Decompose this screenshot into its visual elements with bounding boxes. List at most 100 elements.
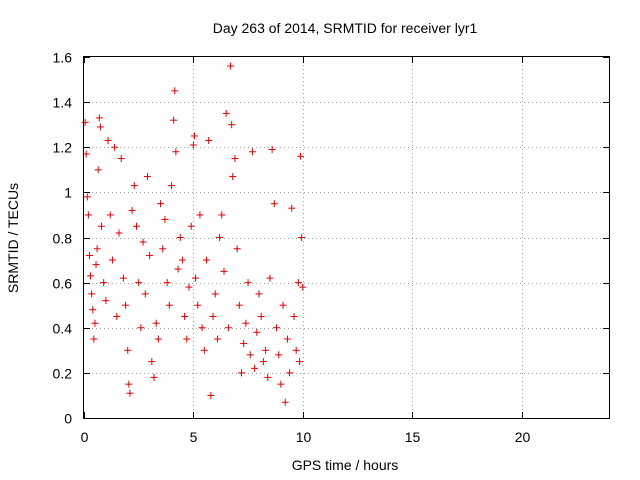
- data-point: [163, 279, 171, 287]
- data-point: [187, 222, 195, 230]
- data-point: [154, 335, 162, 343]
- y-tick-label: 0.6: [53, 276, 73, 292]
- tick-labels: 0 5 10 15 20 0 0.2 0.4 0.6 0.8 1 1.2 1.4 1.6: [53, 50, 531, 446]
- y-tick-label: 0.4: [53, 321, 73, 337]
- data-point: [190, 132, 198, 140]
- x-tick-label: 15: [405, 429, 421, 445]
- chart-title: Day 263 of 2014, SRMTID for receiver lyr…: [213, 20, 478, 36]
- data-point: [262, 346, 270, 354]
- y-tick-label: 1.2: [53, 140, 73, 156]
- data-point: [165, 301, 173, 309]
- y-tick-label: 0.2: [53, 366, 73, 382]
- data-point: [194, 301, 202, 309]
- data-point: [133, 222, 140, 230]
- data-point: [203, 256, 210, 264]
- y-tick-label: 1.4: [53, 95, 73, 111]
- data-point: [89, 306, 97, 314]
- data-point: [159, 245, 167, 253]
- data-point: [270, 200, 278, 208]
- data-point: [104, 136, 112, 144]
- data-point: [224, 324, 232, 332]
- data-point: [192, 274, 200, 282]
- data-point: [170, 116, 178, 124]
- x-tick-label: 0: [81, 429, 89, 445]
- data-point: [242, 319, 250, 327]
- data-point: [152, 319, 160, 327]
- data-point: [146, 252, 154, 260]
- data-point: [299, 283, 307, 291]
- data-point: [171, 87, 179, 95]
- data-point: [222, 109, 230, 117]
- data-point: [161, 215, 169, 223]
- data-point: [292, 346, 300, 354]
- data-point: [135, 279, 143, 287]
- data-point: [211, 290, 219, 298]
- data-point: [126, 389, 134, 397]
- y-axis-label: SRMTID / TECUs: [5, 183, 21, 293]
- data-point: [172, 148, 180, 156]
- data-point: [96, 123, 104, 131]
- data-point: [286, 369, 294, 377]
- data-point: [220, 267, 228, 275]
- data-point: [102, 297, 110, 305]
- data-point: [113, 312, 121, 320]
- data-point: [90, 335, 98, 343]
- data-point: [115, 229, 123, 237]
- data-point: [253, 328, 261, 336]
- data-point: [141, 290, 149, 298]
- y-tick-label: 1.6: [53, 50, 73, 66]
- data-point: [281, 398, 289, 406]
- data-point: [216, 234, 224, 241]
- data-point: [246, 351, 254, 359]
- data-point: [298, 234, 306, 241]
- data-point: [98, 222, 105, 230]
- data-point: [181, 312, 189, 320]
- data-point: [128, 206, 136, 214]
- x-tick-label: 10: [296, 429, 312, 445]
- data-point: [94, 166, 102, 174]
- data-point: [297, 152, 305, 160]
- data-point: [229, 173, 237, 181]
- data-point: [85, 252, 93, 260]
- data-point: [209, 312, 217, 320]
- y-tick-label: 0.8: [53, 231, 73, 247]
- data-point: [273, 324, 280, 332]
- data-point: [88, 290, 96, 298]
- data-point: [183, 335, 191, 343]
- data-point: [244, 279, 252, 287]
- data-point: [108, 256, 116, 264]
- data-point: [205, 136, 213, 144]
- data-point: [174, 265, 182, 273]
- data-point: [295, 358, 303, 366]
- data-point: [185, 283, 193, 291]
- data-point: [218, 211, 226, 219]
- data-point: [255, 290, 263, 298]
- data-point: [87, 272, 95, 280]
- data-point: [283, 335, 291, 343]
- data-point: [231, 155, 239, 163]
- data-point: [259, 358, 267, 366]
- data-point: [83, 193, 91, 201]
- data-point: [264, 373, 272, 381]
- data-point: [275, 351, 283, 359]
- data-point: [248, 148, 256, 156]
- data-point: [290, 312, 298, 320]
- data-point: [122, 301, 130, 309]
- data-point: [92, 261, 100, 269]
- data-point: [168, 182, 175, 190]
- y-tick-label: 0: [64, 411, 72, 427]
- data-point: [268, 146, 276, 154]
- data-point: [91, 319, 99, 327]
- x-tick-label: 5: [190, 429, 198, 445]
- data-point: [266, 274, 274, 282]
- data-point: [150, 373, 158, 381]
- data-point: [124, 346, 132, 354]
- data-point: [93, 245, 101, 253]
- data-point: [95, 114, 103, 122]
- data-point: [143, 173, 151, 181]
- data-point: [277, 380, 285, 388]
- data-point: [119, 274, 127, 282]
- data-point: [213, 335, 221, 343]
- data-point: [233, 245, 241, 253]
